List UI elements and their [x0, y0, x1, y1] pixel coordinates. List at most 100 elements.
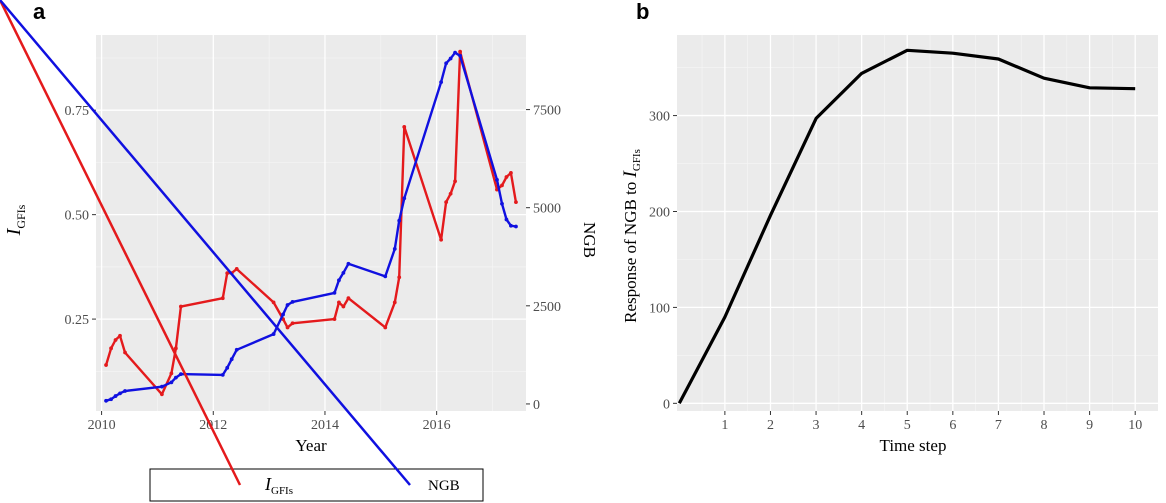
panel-b-y-title-prefix: Response of NGB to	[621, 177, 640, 322]
panel-a-point-ngb	[169, 380, 174, 385]
panel-a-point-ngb	[504, 217, 509, 222]
panel-a-point-igfis	[402, 125, 407, 129]
panel-a-point-igfis	[514, 200, 518, 205]
panel-a-letter: a	[33, 0, 46, 24]
panel-a-point-igfis	[383, 325, 388, 330]
panel-a-point-igfis	[439, 237, 444, 242]
panel-a-point-ngb	[123, 389, 127, 393]
panel-a-series	[104, 49, 518, 403]
panel-b-chart: 1 2 3 4 5 6 7 8 9 10 0 100 200 300 Time step Respons…	[620, 35, 1158, 455]
panel-b-y-tick-label: 100	[649, 301, 670, 316]
panel-a-point-igfis	[337, 300, 341, 305]
panel-a-point-ngb	[290, 299, 295, 304]
panel-b-y-tick-label: 200	[649, 205, 670, 220]
legend-label-ngb: NGB	[428, 478, 460, 494]
panel-a-point-ngb	[383, 274, 388, 279]
panel-a-point-ngb	[271, 332, 276, 336]
panel-a-point-ngb	[109, 397, 113, 402]
panel-a-point-ngb	[495, 177, 499, 182]
panel-a-point-igfis	[109, 346, 113, 351]
panel-a-point-ngb	[402, 196, 407, 201]
panel-b-x-tick-label: 4	[858, 418, 865, 433]
panel-b-y-axis-title: Response of NGB to IGFIs	[620, 149, 643, 323]
panel-a-point-igfis	[285, 325, 290, 330]
panel-b-x-tick-label: 2	[767, 418, 774, 433]
panel-a-point-ngb	[220, 372, 225, 377]
panel-a-point-igfis	[453, 179, 457, 184]
panel-a-point-igfis	[332, 317, 337, 321]
panel-a-x-tick-label: 2016	[423, 418, 451, 433]
panel-a-point-ngb	[337, 278, 341, 283]
legend: IGFIs NGB	[0, 0, 484, 502]
panel-b-x-tick-label: 10	[1128, 418, 1142, 433]
panel-b-y-title-main: I	[620, 169, 641, 178]
panel-a-y-right-ticks: 0 2500 5000 7500	[526, 104, 561, 413]
panel-a-y-left-axis-title: IGFIs	[3, 204, 28, 236]
panel-a-point-ngb	[458, 53, 463, 58]
panel-a-point-ngb	[225, 365, 230, 370]
panel-a-x-tick-label: 2010	[88, 418, 116, 433]
panel-a-y-left-title-main: I	[3, 227, 25, 236]
panel-a-point-ngb	[444, 61, 449, 66]
panel-a-point-ngb	[229, 357, 234, 362]
panel-b-y-tick-label: 0	[663, 397, 670, 412]
panel-b-x-tick-label: 9	[1086, 418, 1093, 433]
panel-a-point-ngb	[392, 247, 397, 251]
panel-a-point-ngb	[281, 312, 285, 317]
panel-b-x-tick-label: 3	[813, 418, 820, 433]
panel-a-point-igfis	[123, 350, 127, 355]
panel-a-y-left-tick-label: 0.25	[65, 313, 90, 328]
panel-a-point-igfis	[397, 275, 402, 280]
panel-b-response-line	[677, 48, 1136, 405]
panel-a-point-ngb	[500, 201, 504, 206]
panel-a-point-ngb	[178, 372, 183, 377]
panel-a-y-left-tick-label: 0.50	[65, 209, 90, 224]
panel-a-y-left-tick-label: 0.75	[65, 104, 90, 119]
panel-a-point-igfis	[500, 183, 504, 188]
panel-a-y-right-tick-label: 5000	[533, 202, 561, 217]
panel-a-point-igfis	[341, 304, 346, 309]
panel-a-point-ngb	[448, 56, 453, 61]
panel-a-point-ngb	[104, 398, 108, 403]
panel-a-x-tick-label: 2014	[311, 418, 339, 433]
panel-a-point-ngb	[509, 223, 513, 228]
panel-a-point-ngb	[397, 218, 402, 223]
panel-a-point-igfis	[178, 304, 183, 309]
panel-a-y-right-axis-title: NGB	[580, 222, 599, 258]
panel-a-point-igfis	[173, 346, 178, 351]
panel-b-x-tick-label: 7	[995, 418, 1002, 433]
panel-b-series	[677, 48, 1136, 405]
panel-a-point-ngb	[113, 394, 118, 398]
legend-key-igfis	[0, 0, 242, 486]
panel-b-x-tick-label: 8	[1041, 418, 1048, 433]
panel-a-point-igfis	[234, 267, 239, 271]
legend-box	[149, 468, 484, 502]
panel-a-point-igfis	[118, 333, 122, 338]
panel-a-point-ngb	[234, 347, 239, 352]
panel-b-letter: b	[636, 0, 649, 24]
panel-a-y-left-title-sub: GFIs	[14, 204, 28, 228]
panel-a-x-tick-label: 2012	[199, 418, 227, 433]
panel-b-y-title-sub: GFIs	[631, 149, 643, 171]
panel-b-plot-background	[677, 35, 1158, 411]
panel-a-point-ngb	[514, 224, 518, 229]
panel-b-x-ticks: 1 2 3 4 5 6 7 8 9 10	[721, 411, 1142, 433]
panel-a-y-left-ticks: 0.25 0.50 0.75	[65, 104, 96, 328]
panel-a-point-ngb	[453, 50, 457, 55]
legend-key-ngb	[0, 0, 411, 486]
panel-b-x-axis-title: Time step	[880, 436, 947, 455]
legend-label-igfis-main: I	[264, 474, 272, 494]
panel-a-point-ngb	[118, 391, 122, 396]
panel-a-point-igfis	[392, 300, 397, 305]
legend-label-igfis: IGFIs	[264, 474, 293, 497]
panel-a-point-igfis	[225, 271, 230, 276]
panel-a-plot-background	[96, 35, 526, 411]
panel-b-x-tick-label: 5	[904, 418, 911, 433]
panel-a-x-axis-title: Year	[295, 436, 327, 455]
panel-a-point-ngb	[285, 303, 290, 307]
panel-a-point-igfis	[104, 363, 108, 367]
panel-b-gridlines	[677, 35, 1158, 411]
panel-a-point-igfis	[169, 371, 174, 376]
panel-a-point-igfis	[448, 191, 453, 196]
